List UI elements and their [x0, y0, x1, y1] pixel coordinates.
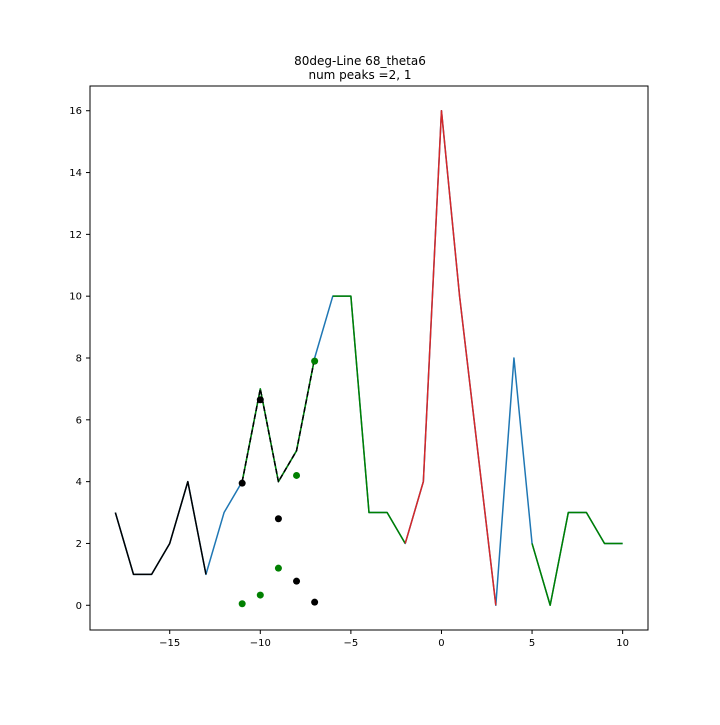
x-tick-label: 10 — [616, 638, 629, 649]
scatter-point-green-0 — [238, 600, 246, 608]
x-tick-label: 0 — [438, 638, 444, 649]
y-tick-label: 2 — [76, 539, 82, 550]
scatter-point-green-1 — [256, 591, 264, 599]
scatter-point-black-2 — [274, 515, 282, 523]
series-line-green-3 — [531, 511, 623, 607]
y-tick-label: 14 — [69, 168, 82, 179]
scatter-point-black-1 — [256, 396, 264, 404]
y-tick-label: 4 — [76, 477, 82, 488]
y-tick-label: 0 — [76, 601, 82, 612]
series-line-black-6 — [241, 357, 316, 483]
scatter-point-green-4 — [311, 357, 319, 365]
series-line-green-2 — [332, 295, 406, 544]
scatter-point-green-2 — [274, 564, 282, 572]
scatter-point-black-3 — [293, 577, 301, 585]
series-line-black-5 — [114, 480, 207, 576]
chart-title: 80deg-Line 68_theta6 — [294, 54, 426, 68]
series-line-red-4 — [404, 109, 497, 606]
scatter-point-black-4 — [311, 598, 319, 606]
chart-subtitle: num peaks =2, 1 — [308, 68, 412, 82]
axes-frame — [89, 85, 649, 631]
y-tick-label: 6 — [76, 415, 82, 426]
x-tick-label: 5 — [529, 638, 535, 649]
y-tick-label: 16 — [69, 106, 82, 117]
y-tick-label: 12 — [69, 230, 82, 241]
x-tick-label: −10 — [250, 638, 271, 649]
scatter-point-black-0 — [238, 479, 246, 487]
x-tick-label: −15 — [159, 638, 180, 649]
y-tick-label: 10 — [69, 292, 82, 303]
x-tick-label: −5 — [344, 638, 359, 649]
y-tick-label: 8 — [76, 354, 82, 365]
series-line-blue-0 — [114, 109, 623, 607]
series-line-green-1 — [241, 357, 316, 483]
scatter-point-green-3 — [293, 471, 301, 479]
